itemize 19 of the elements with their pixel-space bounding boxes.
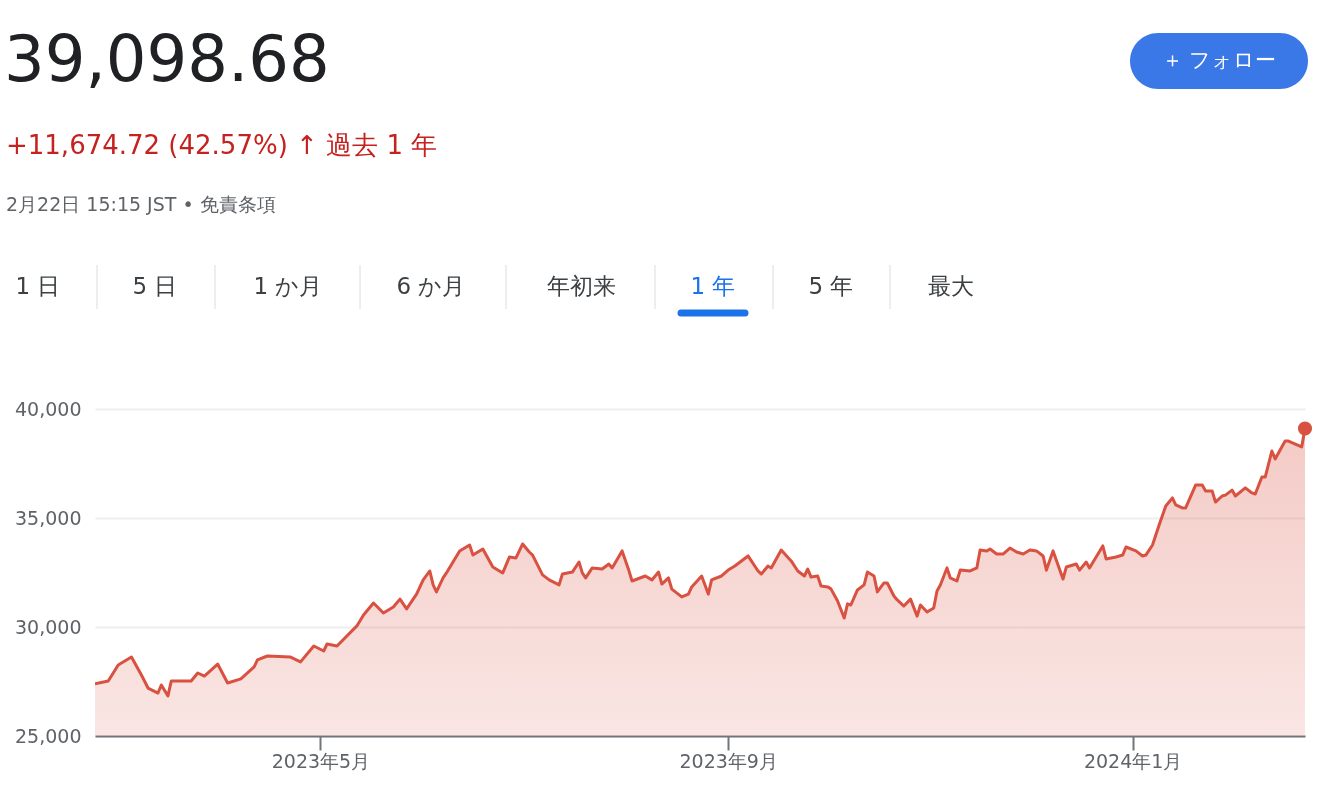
text: 5 日: [132, 273, 178, 299]
y-tick-label: 25,000: [15, 724, 82, 747]
text: 1 か月: [253, 273, 323, 299]
y-tick-label: 30,000: [15, 615, 82, 638]
text: 5 年: [808, 273, 854, 299]
text: 6 か月: [396, 273, 466, 299]
text: 1 年: [690, 273, 736, 299]
chart-subtitle: +11,674.72 (42.57%) ↑ 過去 1 年: [6, 130, 438, 160]
text: 年初来: [546, 273, 616, 299]
x-tick-label: 2023年5月: [271, 749, 371, 772]
chart-title: 39,098.68: [4, 22, 330, 96]
text: 1 日: [15, 273, 61, 299]
y-tick-label: 40,000: [15, 397, 82, 420]
x-tick-label: 2023年9月: [679, 749, 778, 772]
y-tick-label: 35,000: [15, 506, 82, 529]
x-tick-label: 2024年1月: [1083, 749, 1183, 772]
text: 2月22日 15:15 JST • 免責条項: [6, 193, 276, 215]
text: 最大: [928, 273, 974, 299]
text: ＋ フォロー: [1161, 48, 1277, 72]
